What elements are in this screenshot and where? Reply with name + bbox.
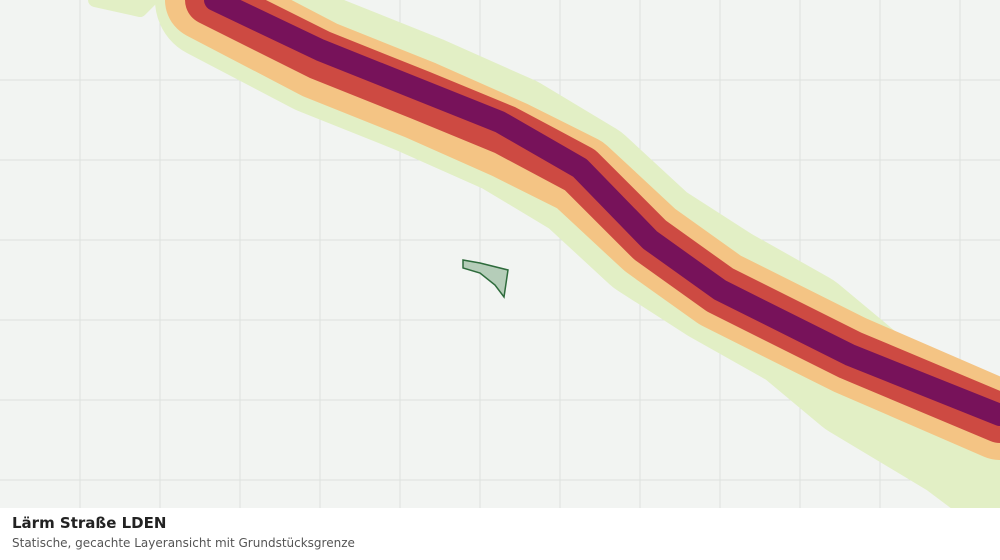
layer-title: Lärm Straße LDEN xyxy=(12,514,167,532)
map xyxy=(0,0,1000,508)
layer-subtitle: Statische, gecachte Layeransicht mit Gru… xyxy=(12,536,355,550)
legend: Lärm Straße LDEN Statische, gecachte Lay… xyxy=(0,508,1000,560)
noise-bands xyxy=(88,0,1000,508)
parcel-boundary xyxy=(462,259,509,299)
